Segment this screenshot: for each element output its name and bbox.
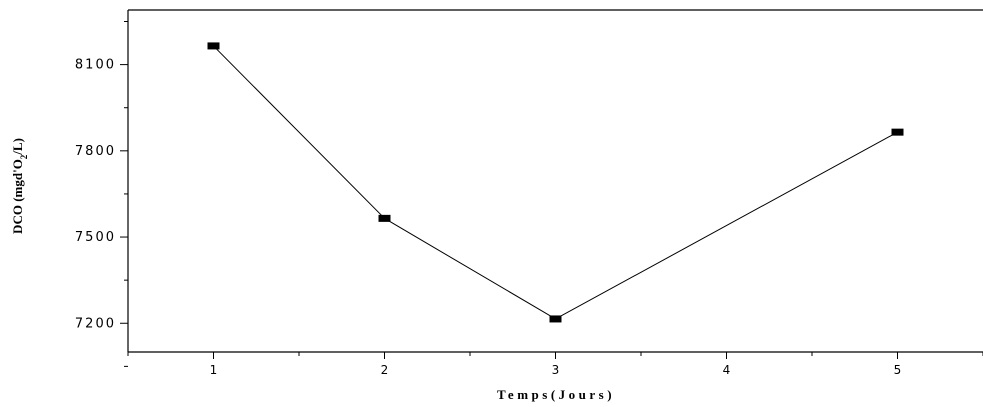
svg-text:DCO (mgd'O2/L): DCO (mgd'O2/L) [10, 138, 29, 234]
x-tick-label: 4 [723, 363, 731, 377]
y-axis-title: DCO (mgd'O2/L) [10, 138, 29, 234]
series-line [213, 45, 898, 320]
x-tick-label: 1 [210, 363, 218, 377]
data-point [891, 128, 904, 136]
x-axis-title: Temps(Jours) [497, 387, 615, 402]
y-axis-title-subscript: 2 [19, 154, 29, 159]
ticks: 7200 7500 7800 8100 1 2 3 4 5 [75, 20, 983, 377]
y-tick-label: 8100 [75, 58, 116, 73]
x-tick-label: 3 [552, 363, 560, 377]
data-point [207, 42, 220, 50]
y-axis-title-main: DCO (mgd'O [10, 159, 25, 234]
data-point [549, 315, 562, 323]
data-point [378, 214, 391, 222]
markers [207, 42, 904, 323]
y-tick-label: 7500 [75, 230, 116, 245]
y-tick-label: 7800 [75, 144, 116, 159]
y-tick-label: 7200 [75, 316, 116, 331]
x-tick-label: 2 [381, 363, 389, 377]
x-tick-label: 5 [894, 363, 902, 377]
axes [127, 9, 983, 353]
series [213, 45, 898, 320]
y-axis-title-end: /L) [10, 138, 25, 156]
